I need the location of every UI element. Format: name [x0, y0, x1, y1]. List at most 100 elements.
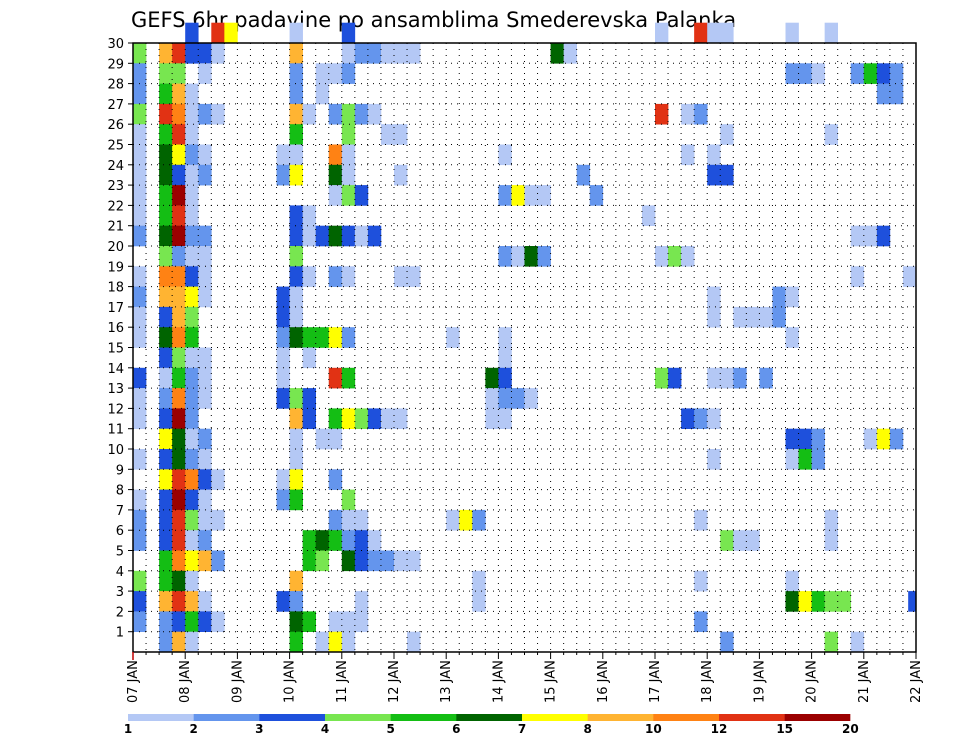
- heatmap-cell: [811, 591, 825, 612]
- heatmap-cell: [772, 286, 786, 308]
- heatmap-cell: [198, 428, 212, 450]
- heatmap-cell: [289, 591, 303, 612]
- colorbar-label: 7: [518, 722, 526, 736]
- heatmap-cell: [159, 591, 173, 612]
- heatmap-cell: [289, 306, 303, 328]
- colorbar-swatch: [259, 714, 326, 721]
- heatmap-cell: [133, 83, 147, 105]
- heatmap-cell: [289, 388, 303, 409]
- heatmap-cell: [720, 530, 734, 551]
- heatmap-cell: [707, 286, 721, 308]
- heatmap-cell: [707, 449, 721, 470]
- heatmap-cell: [733, 530, 760, 551]
- y-tick-label: 21: [107, 220, 124, 235]
- colorbar-swatch: [587, 714, 654, 721]
- y-tick-label: 2: [116, 605, 124, 620]
- heatmap-cell: [302, 205, 316, 226]
- heatmap-cell: [876, 428, 891, 450]
- y-tick-label: 23: [107, 179, 124, 194]
- heatmap-cell: [185, 144, 199, 166]
- heatmap-cell: [785, 591, 799, 612]
- heatmap-cell: [681, 246, 695, 267]
- heatmap-cell: [172, 124, 186, 145]
- heatmap-cell: [133, 509, 147, 531]
- heatmap-cell: [289, 570, 303, 592]
- heatmap-cell: [159, 388, 173, 409]
- heatmap-cell: [185, 306, 199, 328]
- heatmap-cell: [302, 611, 316, 632]
- heatmap-cell: [341, 530, 356, 551]
- heatmap-cell: [159, 469, 173, 490]
- heatmap-cell: [172, 570, 186, 592]
- heatmap-cell: [655, 367, 669, 389]
- heatmap-cell: [876, 225, 891, 247]
- heatmap-cell: [211, 611, 225, 632]
- heatmap-cell: [485, 388, 499, 409]
- heatmap-cell: [341, 63, 356, 84]
- heatmap-cell: [172, 246, 186, 267]
- heatmap-cell: [133, 530, 147, 551]
- heatmap-cell: [707, 306, 721, 328]
- heatmap-cell: [341, 509, 369, 531]
- heatmap-cell: [159, 611, 173, 632]
- heatmap-cell: [198, 266, 212, 287]
- heatmap-cell: [537, 246, 551, 267]
- heatmap-cell: [850, 63, 865, 84]
- heatmap-cell: [172, 408, 186, 429]
- colorbar-label: 6: [452, 722, 460, 736]
- heatmap-cell: [341, 327, 356, 348]
- heatmap-cell: [185, 428, 199, 450]
- heatmap-cell: [655, 246, 669, 267]
- heatmap-cell: [133, 570, 147, 592]
- heatmap-cell: [824, 124, 838, 145]
- heatmap-cell: [172, 550, 186, 572]
- heatmap-cell: [380, 43, 421, 64]
- colorbar-swatch: [193, 714, 260, 721]
- heatmap-cell: [159, 509, 173, 531]
- heatmap-cell: [289, 164, 303, 186]
- heatmap-cell: [289, 408, 303, 429]
- y-tick-label: 3: [116, 585, 124, 600]
- heatmap-cell: [328, 327, 343, 348]
- heatmap-cell: [380, 124, 408, 145]
- x-tick-label: 14 JAN: [491, 660, 506, 703]
- heatmap-cell: [302, 225, 316, 247]
- heatmap-cell: [172, 428, 186, 450]
- heatmap-cell: [655, 22, 669, 44]
- heatmap-cell: [694, 408, 708, 429]
- colorbar-label: 15: [776, 722, 793, 736]
- heatmap-cell: [341, 225, 356, 247]
- heatmap-cell: [289, 449, 303, 470]
- heatmap-cell: [511, 246, 525, 267]
- heatmap-cell: [159, 43, 173, 64]
- heatmap-cell: [185, 469, 199, 490]
- heatmap-cell: [159, 286, 186, 308]
- heatmap-cell: [185, 205, 199, 226]
- heatmap-cell: [185, 611, 199, 632]
- heatmap-cell: [159, 225, 173, 247]
- heatmap-cell: [198, 489, 212, 511]
- heatmap-cell: [133, 306, 147, 328]
- heatmap-cell: [185, 489, 199, 511]
- heatmap-cell: [172, 591, 186, 612]
- heatmap-cell: [159, 185, 173, 206]
- heatmap-cell: [159, 124, 173, 145]
- heatmap-cell: [328, 631, 343, 653]
- heatmap-cell: [185, 43, 212, 64]
- heatmap-cell: [341, 266, 356, 287]
- heatmap-cell: [341, 144, 356, 166]
- heatmap-cell: [498, 367, 512, 389]
- heatmap-cell: [798, 449, 812, 470]
- colorbar-swatch: [653, 714, 720, 721]
- heatmap-cell: [172, 185, 186, 206]
- heatmap-cell: [159, 246, 173, 267]
- heatmap-cell: [185, 550, 199, 572]
- heatmap-cell: [328, 469, 343, 490]
- heatmap-cell: [328, 225, 343, 247]
- heatmap-cell: [302, 388, 316, 409]
- heatmap-cell: [302, 550, 316, 572]
- heatmap-cell: [185, 185, 199, 206]
- heatmap-cell: [159, 530, 173, 551]
- heatmap-cell: [498, 185, 512, 206]
